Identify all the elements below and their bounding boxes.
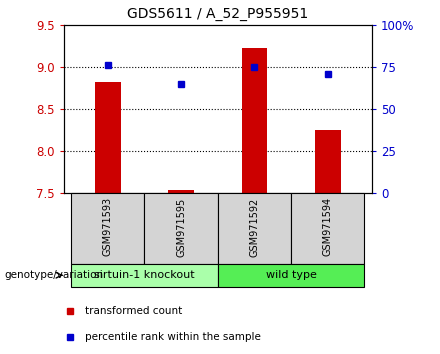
Text: sirtuin-1 knockout: sirtuin-1 knockout bbox=[94, 270, 195, 280]
Text: genotype/variation: genotype/variation bbox=[4, 270, 103, 280]
Bar bbox=[218, 193, 291, 264]
Text: GSM971594: GSM971594 bbox=[323, 197, 333, 257]
Bar bbox=[144, 193, 218, 264]
Bar bbox=[168, 190, 194, 193]
Bar bbox=[242, 48, 267, 193]
Text: GSM971593: GSM971593 bbox=[103, 197, 113, 257]
Bar bbox=[95, 82, 121, 193]
Text: percentile rank within the sample: percentile rank within the sample bbox=[85, 332, 261, 342]
Bar bbox=[218, 264, 364, 287]
Bar bbox=[71, 264, 218, 287]
Text: transformed count: transformed count bbox=[85, 306, 183, 316]
Bar bbox=[291, 193, 364, 264]
Bar bbox=[71, 193, 144, 264]
Text: GSM971595: GSM971595 bbox=[176, 197, 186, 257]
Text: GSM971592: GSM971592 bbox=[249, 197, 260, 257]
Text: wild type: wild type bbox=[266, 270, 316, 280]
Bar bbox=[315, 130, 341, 193]
Title: GDS5611 / A_52_P955951: GDS5611 / A_52_P955951 bbox=[127, 7, 308, 21]
